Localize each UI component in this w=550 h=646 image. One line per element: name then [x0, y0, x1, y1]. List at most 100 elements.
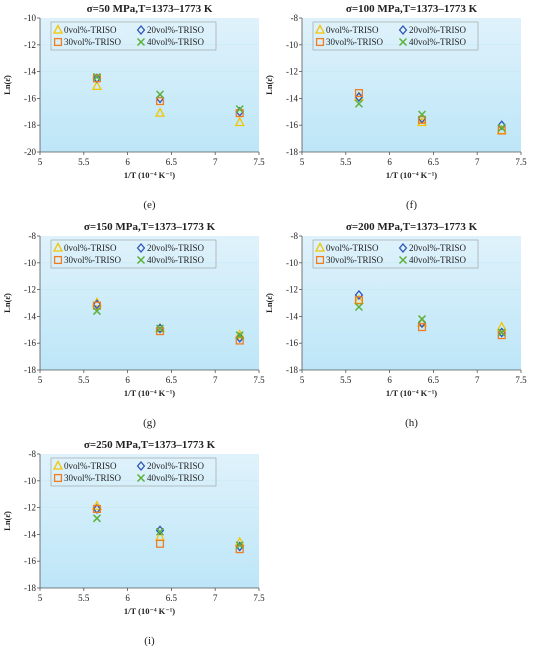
data-point	[155, 324, 165, 333]
series-1	[91, 80, 245, 127]
legend-box	[312, 239, 479, 269]
x-axis-label: 1/T (10⁻⁴ K⁻¹)	[386, 170, 437, 180]
series-4	[92, 72, 244, 114]
legend-label: 20vol%-TRISO	[409, 25, 466, 35]
data-point	[497, 120, 506, 131]
y-tick-label: -18	[24, 120, 36, 130]
legend-label: 40vol%-TRISO	[147, 473, 204, 483]
x-axis-label: 1/T (10⁻⁴ K⁻¹)	[124, 606, 175, 616]
x-tick-label: 6.5	[166, 375, 178, 385]
legend-label: 0vol%-TRISO	[326, 243, 379, 253]
y-tick-label: -12	[286, 67, 298, 77]
panel-caption: (f)	[406, 199, 417, 211]
y-tick-label: -12	[286, 285, 298, 295]
panel-caption: (g)	[143, 417, 156, 429]
data-point	[417, 323, 427, 332]
x-tick-label: 6.5	[166, 157, 178, 167]
data-point	[354, 289, 364, 300]
data-point	[354, 99, 363, 108]
y-tick-label: -18	[24, 365, 36, 375]
x-tick-label: 6	[125, 375, 130, 385]
legend-marker-diamond	[398, 24, 408, 36]
data-point	[234, 116, 245, 127]
legend-box	[312, 21, 479, 51]
legend-label: 30vol%-TRISO	[64, 473, 121, 483]
data-point	[155, 90, 165, 99]
y-tick-label: -12	[24, 503, 36, 513]
plot-area	[40, 236, 259, 370]
x-tick-label: 7.5	[515, 157, 527, 167]
legend-box	[50, 21, 217, 51]
data-point	[235, 541, 244, 550]
x-tick-label: 6.5	[428, 375, 440, 385]
legend-marker-x	[136, 255, 146, 265]
legend-label: 0vol%-TRISO	[64, 461, 117, 471]
x-tick-label: 7	[475, 157, 480, 167]
y-axis-label: Ln(ε̇)	[264, 293, 274, 313]
data-point	[416, 116, 428, 127]
x-tick-label: 5	[38, 375, 43, 385]
data-point	[91, 80, 103, 90]
series-4	[354, 99, 506, 132]
legend-label: 0vol%-TRISO	[64, 25, 117, 35]
y-tick-label: -8	[29, 449, 37, 459]
data-point	[92, 299, 102, 310]
y-tick-label: -10	[24, 476, 36, 486]
legend-label: 40vol%-TRISO	[147, 255, 204, 265]
chart-title: σ=50 MPa,T=1373–1773 K	[87, 3, 213, 15]
y-tick-label: -10	[24, 13, 36, 23]
legend: 0vol%-TRISO 20vol%-TRISO 30vol%-TRISO 40vol…	[312, 21, 479, 51]
legend-label: 40vol%-TRISO	[147, 37, 204, 47]
y-tick-label: -16	[24, 338, 36, 348]
x-tick-label: 5	[300, 157, 305, 167]
x-tick-label: 5	[38, 593, 43, 603]
x-tick-label: 6	[125, 157, 130, 167]
y-tick-label: -16	[286, 338, 298, 348]
legend-marker-triangle	[314, 24, 326, 34]
legend-marker-square	[53, 473, 63, 483]
plot-area	[302, 236, 521, 370]
y-axis-label: Ln(ε̇)	[2, 75, 12, 95]
data-point	[497, 328, 506, 337]
x-tick-label: 7	[213, 157, 218, 167]
data-point	[154, 107, 166, 117]
legend: 0vol%-TRISO 20vol%-TRISO 30vol%-TRISO 40vol…	[312, 239, 479, 269]
y-axis-label: Ln(ε̇)	[2, 511, 12, 531]
legend-label: 20vol%-TRISO	[409, 243, 466, 253]
data-point	[417, 115, 427, 124]
y-tick-label: -8	[29, 231, 37, 241]
plot-area	[40, 18, 259, 152]
legend-label: 20vol%-TRISO	[147, 461, 204, 471]
legend-marker-x	[398, 255, 408, 265]
legend-box	[50, 457, 217, 487]
y-axis-label: Ln(ε̇)	[2, 293, 12, 313]
x-tick-label: 7.5	[515, 375, 527, 385]
legend-marker-square	[315, 255, 325, 265]
chart-panel-2: σ=100 MPa,T=1373–1773 K -18 -16 -14 -12 -10 -8…	[264, 3, 527, 211]
chart-title: σ=200 MPa,T=1373–1773 K	[346, 221, 478, 233]
legend-label: 0vol%-TRISO	[326, 25, 379, 35]
x-axis-label: 1/T (10⁻⁴ K⁻¹)	[386, 388, 437, 398]
data-point	[354, 296, 363, 305]
data-point	[92, 504, 101, 513]
panel-caption: (e)	[143, 199, 156, 211]
x-tick-label: 5.5	[340, 375, 352, 385]
data-point	[354, 92, 364, 103]
x-tick-label: 7.5	[253, 157, 265, 167]
x-tick-label: 5	[38, 157, 43, 167]
chart-title: σ=150 MPa,T=1373–1773 K	[84, 221, 216, 233]
data-point	[92, 301, 101, 310]
y-tick-label: -10	[286, 40, 298, 50]
plot-area	[40, 454, 259, 588]
legend-marker-square	[315, 37, 325, 47]
legend-marker-diamond	[136, 24, 146, 36]
data-point	[155, 97, 165, 106]
legend-label: 20vol%-TRISO	[147, 243, 204, 253]
x-tick-label: 6.5	[166, 593, 178, 603]
legend-marker-triangle	[52, 24, 64, 34]
y-tick-label: -16	[24, 556, 36, 566]
series-4	[354, 302, 506, 337]
y-tick-label: -16	[24, 93, 36, 103]
legend-label: 0vol%-TRISO	[64, 243, 117, 253]
